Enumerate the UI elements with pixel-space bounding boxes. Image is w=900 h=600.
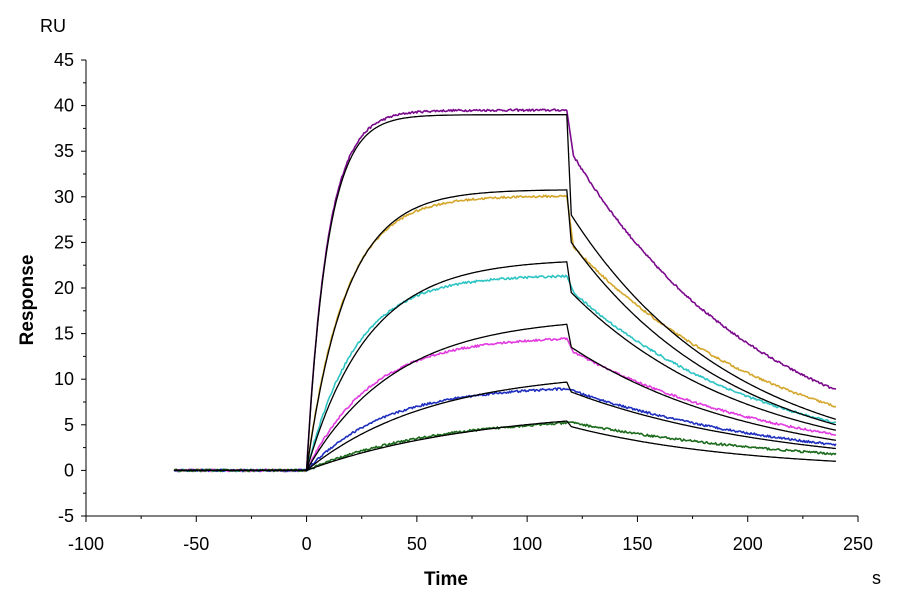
fit-curve-10 [174, 381, 836, 472]
fit-curve-9 [174, 323, 837, 472]
measured-curve-0 [173, 108, 837, 473]
y-tick-label: 10 [54, 369, 74, 389]
y-tick-label: 20 [54, 278, 74, 298]
x-tick-label: 200 [733, 534, 763, 554]
measured-curve-2 [173, 274, 837, 473]
measured-curve-1 [174, 194, 837, 473]
x-tick-label: 50 [407, 534, 427, 554]
y-tick-label: 45 [54, 50, 74, 70]
y-tick-label: 15 [54, 324, 74, 344]
y-tick-label: 35 [54, 141, 74, 161]
y-tick-label: 0 [64, 460, 74, 480]
x-unit-label: s [872, 568, 881, 588]
y-tick-label: -5 [58, 506, 74, 526]
x-tick-label: 250 [843, 534, 873, 554]
series-lines [173, 108, 837, 473]
y-unit-label: RU [40, 16, 66, 36]
y-tick-label: 5 [64, 415, 74, 435]
x-tick-label: 150 [622, 534, 652, 554]
measured-curve-5 [173, 421, 837, 473]
y-axis-title: Response [17, 255, 38, 346]
measured-curve-3 [173, 337, 837, 473]
x-tick-label: 100 [512, 534, 542, 554]
x-axis-title: Time [424, 569, 468, 590]
fit-curve-8 [174, 261, 837, 472]
x-tick-label: -100 [68, 534, 104, 554]
x-tick-label: 0 [302, 534, 312, 554]
y-tick-label: 40 [54, 96, 74, 116]
x-tick-label: -50 [183, 534, 209, 554]
y-tick-label: 30 [54, 187, 74, 207]
fit-curve-6 [174, 114, 837, 472]
y-tick-label: 25 [54, 232, 74, 252]
fit-curve-11 [174, 420, 836, 472]
